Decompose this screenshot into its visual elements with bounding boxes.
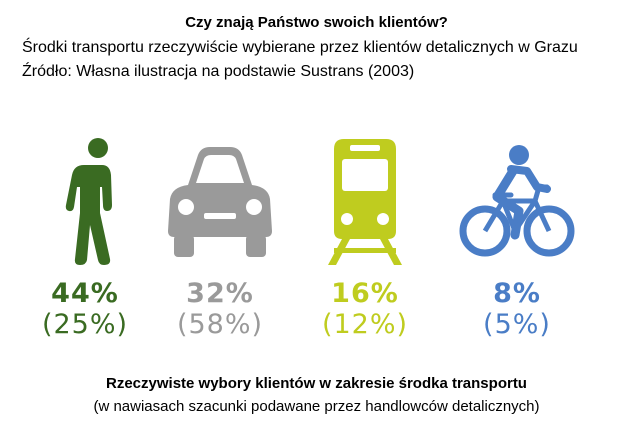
tram-icon	[328, 139, 402, 265]
actual-share-bicycle: 8%	[493, 278, 541, 309]
page-title: Czy znają Państwo swoich klientów?	[185, 14, 448, 31]
footer-caption: Rzeczywiste wybory klientów w zakresie ś…	[106, 375, 527, 392]
estimate-share-pedestrian: (25%)	[41, 309, 129, 340]
actual-share-car: 32%	[186, 278, 254, 309]
actual-share-pedestrian: 44%	[51, 278, 119, 309]
pedestrian-icon	[65, 138, 112, 265]
mode-tram: 16% (12%)	[300, 135, 430, 341]
estimate-share-car: (58%)	[176, 309, 264, 340]
mode-car: 32% (58%)	[155, 135, 285, 341]
estimate-share-tram: (12%)	[321, 309, 409, 340]
bicycle-icon	[459, 145, 575, 257]
car-icon	[168, 147, 272, 257]
mode-bicycle: 8% (5%)	[452, 135, 582, 341]
footer-note: (w nawiasach szacunki podawane przez han…	[93, 398, 540, 415]
mode-pedestrian: 44% (25%)	[20, 135, 150, 341]
actual-share-tram: 16%	[331, 278, 399, 309]
estimate-share-bicycle: (5%)	[483, 309, 551, 340]
page-subtitle: Środki transportu rzeczywiście wybierane…	[22, 39, 578, 56]
source-line: Źródło: Własna ilustracja na podstawie S…	[22, 63, 415, 80]
